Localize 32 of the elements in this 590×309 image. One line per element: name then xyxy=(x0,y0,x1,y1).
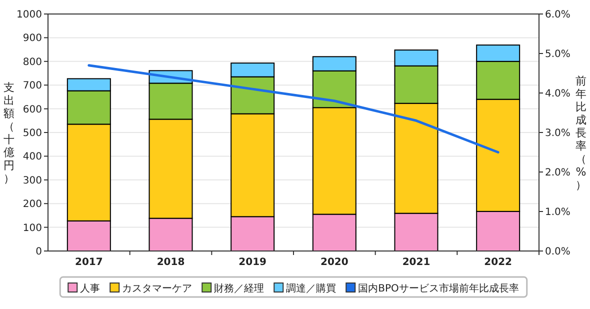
legend-label: 財務／経理 xyxy=(214,282,264,294)
y2-tick-label: 5.0% xyxy=(545,49,570,60)
y-tick-label: 400 xyxy=(22,152,42,163)
x-tick-label: 2018 xyxy=(156,257,185,268)
x-tick-label: 2019 xyxy=(238,257,267,268)
y-tick-label: 500 xyxy=(22,128,42,139)
y-tick-label: 900 xyxy=(22,33,42,44)
y-tick-label: 700 xyxy=(22,80,42,92)
legend-label: 人事 xyxy=(80,282,100,294)
y-tick-label: 600 xyxy=(22,104,42,116)
x-tick-label: 2021 xyxy=(402,257,430,268)
x-tick-label: 2020 xyxy=(320,257,348,268)
y-tick-label: 800 xyxy=(22,56,42,68)
y-tick-label: 200 xyxy=(22,199,42,210)
x-tick-label: 2017 xyxy=(74,257,103,268)
x-tick-label: 2022 xyxy=(484,257,512,268)
legend-label: 国内BPOサービス市場前年比成長率 xyxy=(358,282,519,294)
legend-label: 調達／購買 xyxy=(286,282,336,294)
y2-tick-label: 4.0% xyxy=(545,88,570,100)
line-series xyxy=(88,64,500,154)
text: 前年比成長率（%） xyxy=(576,74,586,192)
y-tick-label: 1000 xyxy=(16,10,42,20)
y-tick-label: 100 xyxy=(22,222,42,234)
y2-tick-label: 6.0% xyxy=(545,10,570,20)
y2-tick-label: 3.0% xyxy=(545,128,570,139)
legend-label: カスタマーケア xyxy=(122,284,192,294)
y-tick-label: 300 xyxy=(22,175,42,186)
y2-tick-label: 2.0% xyxy=(545,168,570,178)
y2-tick-label: 0.0% xyxy=(545,246,570,258)
y2-tick-label: 1.0% xyxy=(545,207,570,218)
y-axis-title: 支出額（十億円） xyxy=(4,81,14,185)
y-tick-label: 0 xyxy=(36,246,42,258)
